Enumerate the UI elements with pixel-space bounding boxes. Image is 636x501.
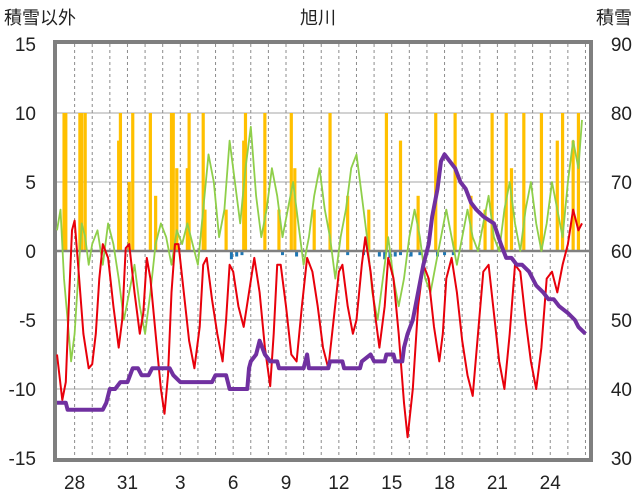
precipitation-bar-16 xyxy=(443,251,447,256)
sunshine-bar-7 xyxy=(127,182,131,251)
sunshine-bar-29 xyxy=(384,113,389,251)
left-axis-label: 積雪以外 xyxy=(4,8,76,28)
sunshine-bar-38 xyxy=(509,168,514,251)
sunshine-bar-44 xyxy=(576,113,581,251)
sunshine-bar-41 xyxy=(555,140,559,251)
sunshine-bar-11 xyxy=(169,113,174,251)
sunshine-bar-2 xyxy=(78,113,82,251)
x-tick-label-8: 21 xyxy=(487,473,508,494)
sunshine-bar-32 xyxy=(434,113,438,251)
right-tick-label-0: 30 xyxy=(611,449,632,470)
right-tick-label-3: 60 xyxy=(611,242,632,263)
left-tick-label-6: 15 xyxy=(15,35,36,56)
precipitation-bar-7 xyxy=(377,251,381,257)
sunshine-bar-36 xyxy=(490,113,494,251)
sunshine-bar-12 xyxy=(171,113,175,251)
precipitation-bar-13 xyxy=(418,251,422,256)
sunshine-bar-5 xyxy=(117,140,121,251)
sunshine-bar-24 xyxy=(293,168,297,251)
sunshine-bar-6 xyxy=(118,113,123,251)
left-tick-label-4: 5 xyxy=(25,173,36,194)
right-tick-label-2: 50 xyxy=(611,311,632,332)
sunshine-bar-16 xyxy=(201,113,205,251)
sunshine-bar-20 xyxy=(243,113,248,251)
sunshine-bar-37 xyxy=(504,113,508,251)
x-tick-label-7: 18 xyxy=(434,473,455,494)
x-tick-label-1: 31 xyxy=(117,473,138,494)
precipitation-bar-3 xyxy=(280,251,284,256)
sunshine-bar-0 xyxy=(62,113,66,251)
sunshine-bar-30 xyxy=(398,140,403,251)
sunshine-bar-35 xyxy=(483,209,487,251)
sunshine-bar-43 xyxy=(571,140,575,251)
precipitation-bar-2 xyxy=(240,251,244,256)
x-tick-label-9: 24 xyxy=(540,473,562,494)
sunshine-bar-39 xyxy=(522,113,526,251)
sunshine-bar-14 xyxy=(185,168,189,251)
right-tick-label-5: 80 xyxy=(611,104,632,125)
x-tick-label-4: 9 xyxy=(281,473,292,494)
humidity-line xyxy=(56,119,583,363)
sunshine-bar-3 xyxy=(80,113,84,251)
right-tick-label-1: 40 xyxy=(611,380,632,401)
right-axis-label: 積雪 xyxy=(596,8,632,28)
series-lines xyxy=(56,119,587,439)
right-tick-labels: 30 40 50 60 70 80 90 xyxy=(611,35,632,470)
sunshine-bar-42 xyxy=(560,113,565,251)
sunshine-bar-10 xyxy=(154,195,158,251)
sunshine-bar-4 xyxy=(83,113,87,251)
sunshine-bar-28 xyxy=(367,209,371,251)
precipitation-bar-4 xyxy=(295,251,299,257)
sunshine-bar-18 xyxy=(224,209,228,251)
sunshine-bar-9 xyxy=(148,113,152,251)
temperature-line xyxy=(56,208,583,439)
precipitation-bar-17 xyxy=(451,251,455,256)
sunshine-bar-26 xyxy=(328,113,332,251)
left-tick-label-5: 10 xyxy=(15,104,36,125)
sunshine-bar-1 xyxy=(64,113,68,251)
x-tick-label-2: 3 xyxy=(175,473,186,494)
precipitation-bar-0 xyxy=(229,251,233,260)
precipitation-bar-10 xyxy=(393,251,397,257)
sunshine-bar-40 xyxy=(539,113,544,251)
x-tick-label-5: 12 xyxy=(328,473,349,494)
sunshine-bar-13 xyxy=(175,168,179,251)
sunshine-bar-15 xyxy=(187,113,191,251)
sunshine-bar-27 xyxy=(346,195,350,251)
left-tick-label-1: -10 xyxy=(9,380,36,401)
sunshine-bar-33 xyxy=(453,113,457,251)
sunshine-bar-23 xyxy=(289,113,293,251)
right-tick-label-4: 70 xyxy=(611,173,632,194)
precipitation-bar-5 xyxy=(346,251,350,256)
left-tick-label-0: -15 xyxy=(9,449,36,470)
chart-title: 旭川 xyxy=(300,8,336,28)
sunshine-bar-22 xyxy=(277,209,281,251)
precipitation-bar-8 xyxy=(383,251,387,260)
precipitation-bar-11 xyxy=(399,251,403,256)
x-tick-labels: 28 31 3 6 9 12 15 18 21 24 xyxy=(64,473,561,494)
precipitation-bar-1 xyxy=(235,251,239,257)
sunshine-bar-25 xyxy=(312,209,316,251)
precipitation-bar-12 xyxy=(409,251,413,257)
sunshine-bar-17 xyxy=(203,209,207,251)
left-tick-label-3: 0 xyxy=(25,242,36,263)
x-tick-label-0: 28 xyxy=(64,473,85,494)
left-tick-labels: -15 -10 -5 0 5 10 15 xyxy=(9,35,36,470)
left-tick-label-2: -5 xyxy=(19,311,36,332)
x-tick-label-3: 6 xyxy=(228,473,239,494)
sunshine-bar-21 xyxy=(263,113,267,251)
sunshine-bar-8 xyxy=(131,113,135,251)
x-tick-label-6: 15 xyxy=(381,473,402,494)
right-tick-label-6: 90 xyxy=(611,35,632,56)
snow-depth-line xyxy=(57,152,587,412)
